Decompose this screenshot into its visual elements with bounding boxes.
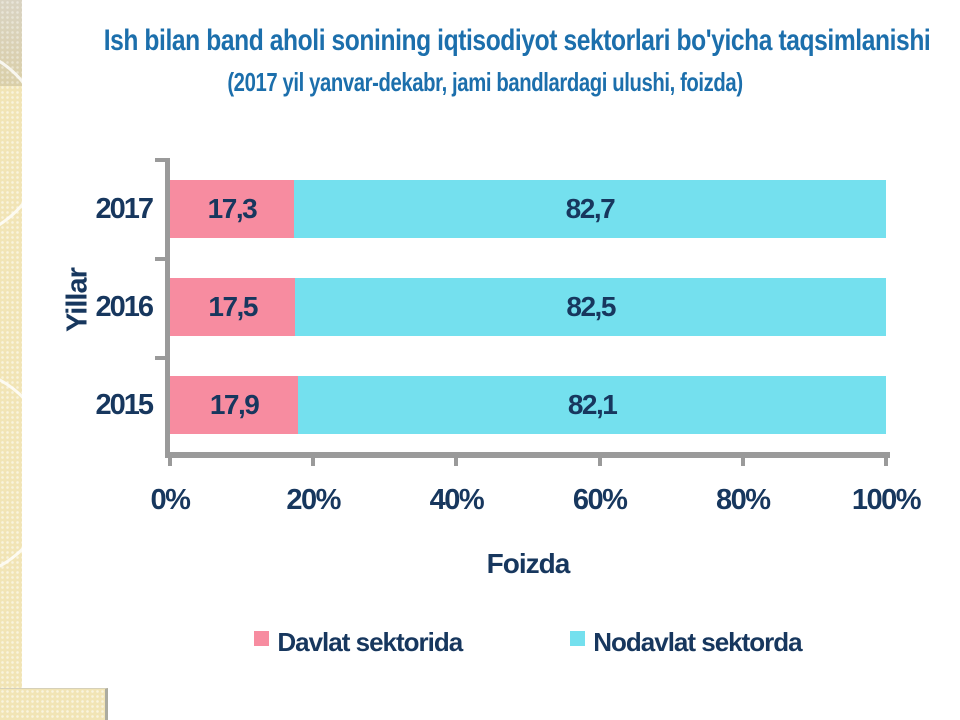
x-axis-title: Foizda: [486, 548, 571, 579]
legend-label-nodavlat-sektorda: Nodavlat sektorda: [593, 627, 802, 657]
x-tick-label: 80%: [716, 484, 771, 516]
x-tick-label: 100%: [851, 484, 922, 516]
x-tick-label: 60%: [572, 484, 628, 516]
legend-item-nodavlat-sektorda: Nodavlat sektorda: [570, 627, 803, 657]
category-label: 2016: [95, 291, 154, 323]
y-axis-tick: [155, 257, 165, 261]
legend-swatch-davlat-sektorida: [254, 631, 270, 646]
bar-value-label: 17,3: [207, 193, 258, 224]
x-tick-label: 40%: [429, 484, 485, 516]
bar-segment-nodavlat: 82,7: [293, 180, 886, 238]
legend: Davlat sektorida Nodavlat sektorda: [170, 627, 886, 657]
bar-segment-davlat: 17,9: [170, 376, 299, 434]
x-axis-tick: [740, 458, 745, 466]
bar-segment-davlat: 17,3: [170, 180, 294, 238]
x-axis-tick: [168, 458, 172, 466]
bar-value-label: 17,9: [209, 389, 260, 420]
x-tick-label: 20%: [286, 484, 341, 516]
category-label: 2015: [95, 389, 154, 421]
bar-value-label: 82,7: [565, 193, 616, 224]
x-axis-line: [165, 452, 890, 458]
y-axis-tick: [155, 356, 165, 360]
bar-segment-davlat: 17,5: [170, 278, 296, 336]
x-axis-tick: [311, 458, 316, 466]
x-axis-tick: [597, 458, 602, 466]
chart-title: Ish bilan band aholi sonining iqtisodiyo…: [20, 24, 950, 98]
legend-label-davlat-sektorida: Davlat sektorida: [277, 627, 463, 657]
x-axis-tick: [454, 458, 459, 466]
x-tick-label: 0%: [150, 484, 191, 516]
y-axis-line: [165, 158, 170, 458]
x-axis-tick: [884, 458, 888, 466]
bar-value-label: 82,5: [566, 291, 616, 322]
legend-item-davlat-sektorida: Davlat sektorida: [254, 627, 463, 657]
bar-segment-nodavlat: 82,5: [295, 278, 886, 336]
category-label: 2017: [95, 193, 154, 225]
chart-title-line2: (2017 yil yanvar-dekabr, jami bandlardag…: [227, 67, 743, 97]
y-axis-tick: [155, 158, 165, 162]
chart-title-line1: Ish bilan band aholi sonining iqtisodiyo…: [103, 24, 931, 57]
bar-value-label: 82,1: [567, 389, 618, 420]
legend-swatch-nodavlat-sektorda: [570, 631, 586, 646]
bar-segment-nodavlat: 82,1: [298, 376, 886, 434]
slide-edge-decoration: [0, 0, 56, 720]
bar-value-label: 17,5: [208, 291, 258, 322]
background-corner-block: [0, 688, 108, 720]
